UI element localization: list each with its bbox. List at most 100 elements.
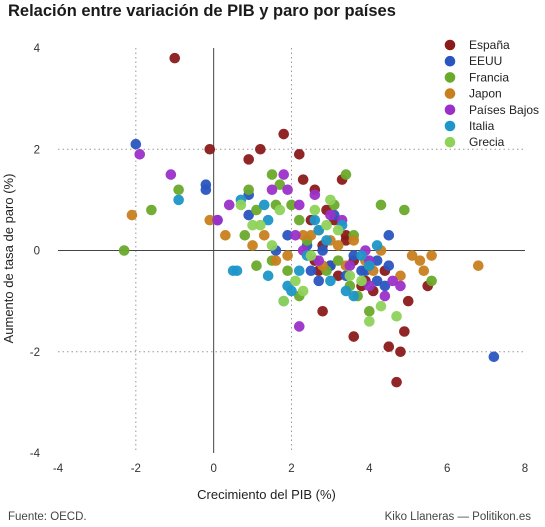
data-point: [426, 275, 437, 287]
data-point: [309, 189, 321, 201]
data-point: [270, 255, 282, 266]
legend-label: Grecia: [469, 135, 505, 149]
y-axis-label: Aumento de tasa de paro (%): [1, 174, 16, 344]
data-point: [282, 184, 293, 196]
data-point: [383, 341, 395, 352]
data-point: [274, 204, 286, 216]
data-point: [340, 285, 352, 297]
data-point: [286, 199, 297, 211]
data-point: [395, 270, 406, 282]
x-tick-label: 4: [366, 463, 373, 475]
source-note: Fuente: OECD.: [8, 511, 87, 523]
data-point: [200, 184, 212, 196]
data-point: [383, 260, 395, 271]
data-point: [406, 250, 418, 261]
y-tick-label: 2: [34, 144, 40, 156]
data-point: [212, 214, 223, 226]
data-point: [118, 245, 130, 256]
data-point: [348, 290, 360, 302]
data-point: [243, 154, 254, 165]
data-point: [364, 305, 375, 317]
data-point: [173, 184, 184, 196]
x-tick-label: 2: [288, 463, 294, 475]
data-point: [293, 214, 305, 226]
data-point: [371, 255, 383, 266]
data-point: [204, 143, 216, 155]
data-point: [344, 260, 356, 271]
data-point: [282, 250, 293, 261]
y-tick-label: -4: [30, 448, 41, 460]
data-point: [223, 199, 235, 211]
data-point: [488, 351, 500, 363]
x-tick-label: 6: [444, 463, 450, 475]
data-point: [325, 275, 336, 287]
data-point: [340, 230, 352, 241]
data-point: [258, 199, 270, 211]
data-point: [332, 270, 344, 282]
data-point: [309, 204, 321, 216]
legend-label: Italia: [469, 119, 495, 133]
data-point: [282, 265, 293, 277]
chart-title: Relación entre variación de PIB y paro p…: [8, 2, 396, 20]
data-point: [375, 300, 387, 312]
author-credit: Kiko Llaneras — Politikon.es: [384, 511, 531, 523]
data-point: [313, 255, 325, 266]
data-point: [313, 224, 325, 236]
data-point: [255, 219, 266, 231]
data-point: [165, 169, 177, 180]
data-point: [356, 275, 367, 287]
data-point: [399, 204, 410, 216]
data-point: [146, 204, 157, 216]
data-point: [348, 235, 360, 246]
data-point: [266, 184, 278, 196]
data-point: [126, 209, 138, 221]
data-point: [325, 194, 336, 206]
data-point: [313, 275, 325, 287]
data-point: [399, 326, 410, 337]
data-point: [473, 260, 484, 271]
data-point: [297, 285, 309, 297]
legend-marker: [444, 39, 456, 51]
y-tick-label: 4: [34, 43, 41, 55]
data-point: [395, 280, 406, 292]
data-point: [321, 235, 332, 246]
x-tick-label: -2: [131, 463, 141, 475]
data-point: [340, 169, 352, 180]
legend-marker: [444, 104, 456, 116]
data-point: [309, 214, 321, 226]
data-point: [235, 199, 247, 211]
legend-marker: [444, 55, 456, 67]
data-point: [418, 265, 430, 277]
x-tick-label: 8: [522, 463, 528, 475]
data-point: [317, 245, 328, 256]
data-point: [414, 255, 426, 266]
data-point: [305, 250, 317, 261]
data-point: [290, 230, 301, 241]
data-point: [332, 240, 344, 251]
data-point: [278, 169, 290, 180]
data-point: [274, 179, 286, 190]
data-point: [130, 138, 142, 150]
legend-label: Francia: [469, 70, 509, 84]
data-point: [255, 143, 266, 155]
data-point: [266, 240, 278, 251]
data-point: [402, 295, 414, 307]
data-point: [293, 199, 305, 211]
data-point: [391, 376, 402, 388]
legend-marker: [444, 120, 456, 132]
data-point: [220, 230, 231, 241]
data-point: [247, 219, 258, 231]
data-point: [344, 270, 356, 282]
data-point: [247, 240, 258, 251]
data-point: [262, 270, 274, 282]
legend-label: España: [469, 38, 510, 52]
data-point: [332, 224, 344, 236]
legend-marker: [444, 88, 456, 99]
data-point: [239, 230, 251, 241]
data-point: [305, 265, 317, 277]
data-point: [375, 199, 387, 211]
data-point: [243, 209, 254, 221]
data-point: [282, 230, 293, 241]
data-point: [231, 265, 243, 277]
data-point: [364, 260, 375, 271]
